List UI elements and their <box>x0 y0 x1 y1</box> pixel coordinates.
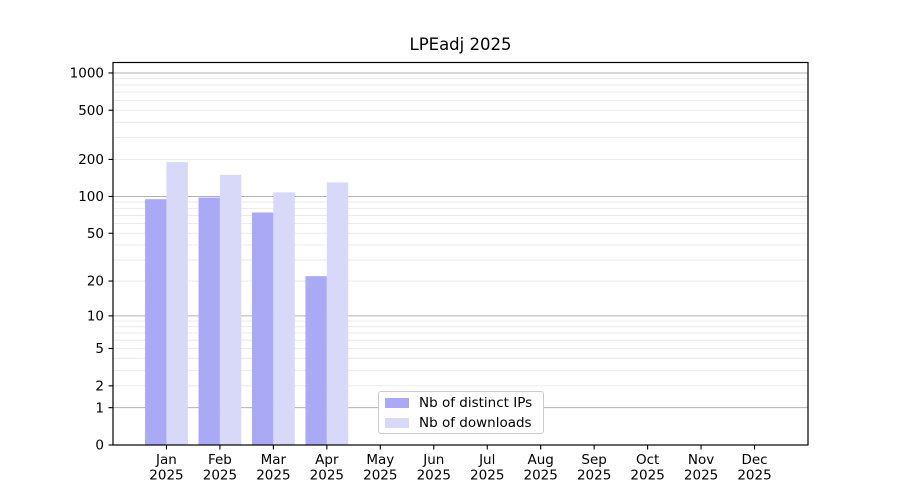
bar-distinct-ips-mar <box>251 212 274 445</box>
chart-title: LPEadj 2025 <box>409 35 512 54</box>
y-tick-label-10: 10 <box>87 308 104 324</box>
y-tick-label-200: 200 <box>78 152 104 168</box>
bar-downloads-feb <box>219 174 242 445</box>
x-tick-label-aug: Aug 2025 <box>524 452 558 484</box>
bar-distinct-ips-apr <box>305 276 327 445</box>
legend-label-downloads: Nb of downloads <box>419 414 532 431</box>
legend-label-distinct-ips: Nb of distinct IPs <box>419 394 533 411</box>
x-tick-label-sep: Sep 2025 <box>577 452 611 484</box>
bar-distinct-ips-jan <box>145 199 167 445</box>
x-tick-label-dec: Dec 2025 <box>737 452 771 484</box>
bar-distinct-ips-feb <box>198 197 220 445</box>
bar-downloads-apr <box>326 182 349 445</box>
x-tick-label-jul: Jul 2025 <box>470 452 504 484</box>
y-tick-label-0: 0 <box>95 438 104 454</box>
y-tick-label-2: 2 <box>95 378 104 394</box>
legend-entry-distinct-ips: Nb of distinct IPs <box>379 394 543 411</box>
legend-entry-downloads: Nb of downloads <box>379 414 543 431</box>
y-tick-label-100: 100 <box>78 189 104 205</box>
legend-swatch-downloads-icon <box>385 417 409 428</box>
y-tick-label-20: 20 <box>87 274 104 290</box>
y-tick-label-500: 500 <box>78 103 104 119</box>
y-tick-label-50: 50 <box>87 226 104 242</box>
legend-swatch-distinct-ips-icon <box>385 397 409 408</box>
x-tick-label-jan: Jan 2025 <box>149 452 183 484</box>
x-tick-label-oct: Oct 2025 <box>630 452 664 484</box>
x-tick-label-mar: Mar 2025 <box>256 452 290 484</box>
y-tick-label-1: 1 <box>95 400 104 416</box>
y-tick-label-1000: 1000 <box>70 66 104 82</box>
bar-downloads-jan <box>166 162 188 445</box>
x-tick-label-nov: Nov 2025 <box>684 452 718 484</box>
legend: Nb of distinct IPs Nb of downloads <box>378 391 544 434</box>
plot-border <box>112 61 809 446</box>
x-tick-label-may: May 2025 <box>363 452 397 484</box>
bar-downloads-mar <box>273 192 295 445</box>
x-tick-label-feb: Feb 2025 <box>203 452 237 484</box>
x-tick-label-apr: Apr 2025 <box>310 452 344 484</box>
y-tick-label-5: 5 <box>95 341 104 357</box>
x-tick-label-jun: Jun 2025 <box>417 452 451 484</box>
